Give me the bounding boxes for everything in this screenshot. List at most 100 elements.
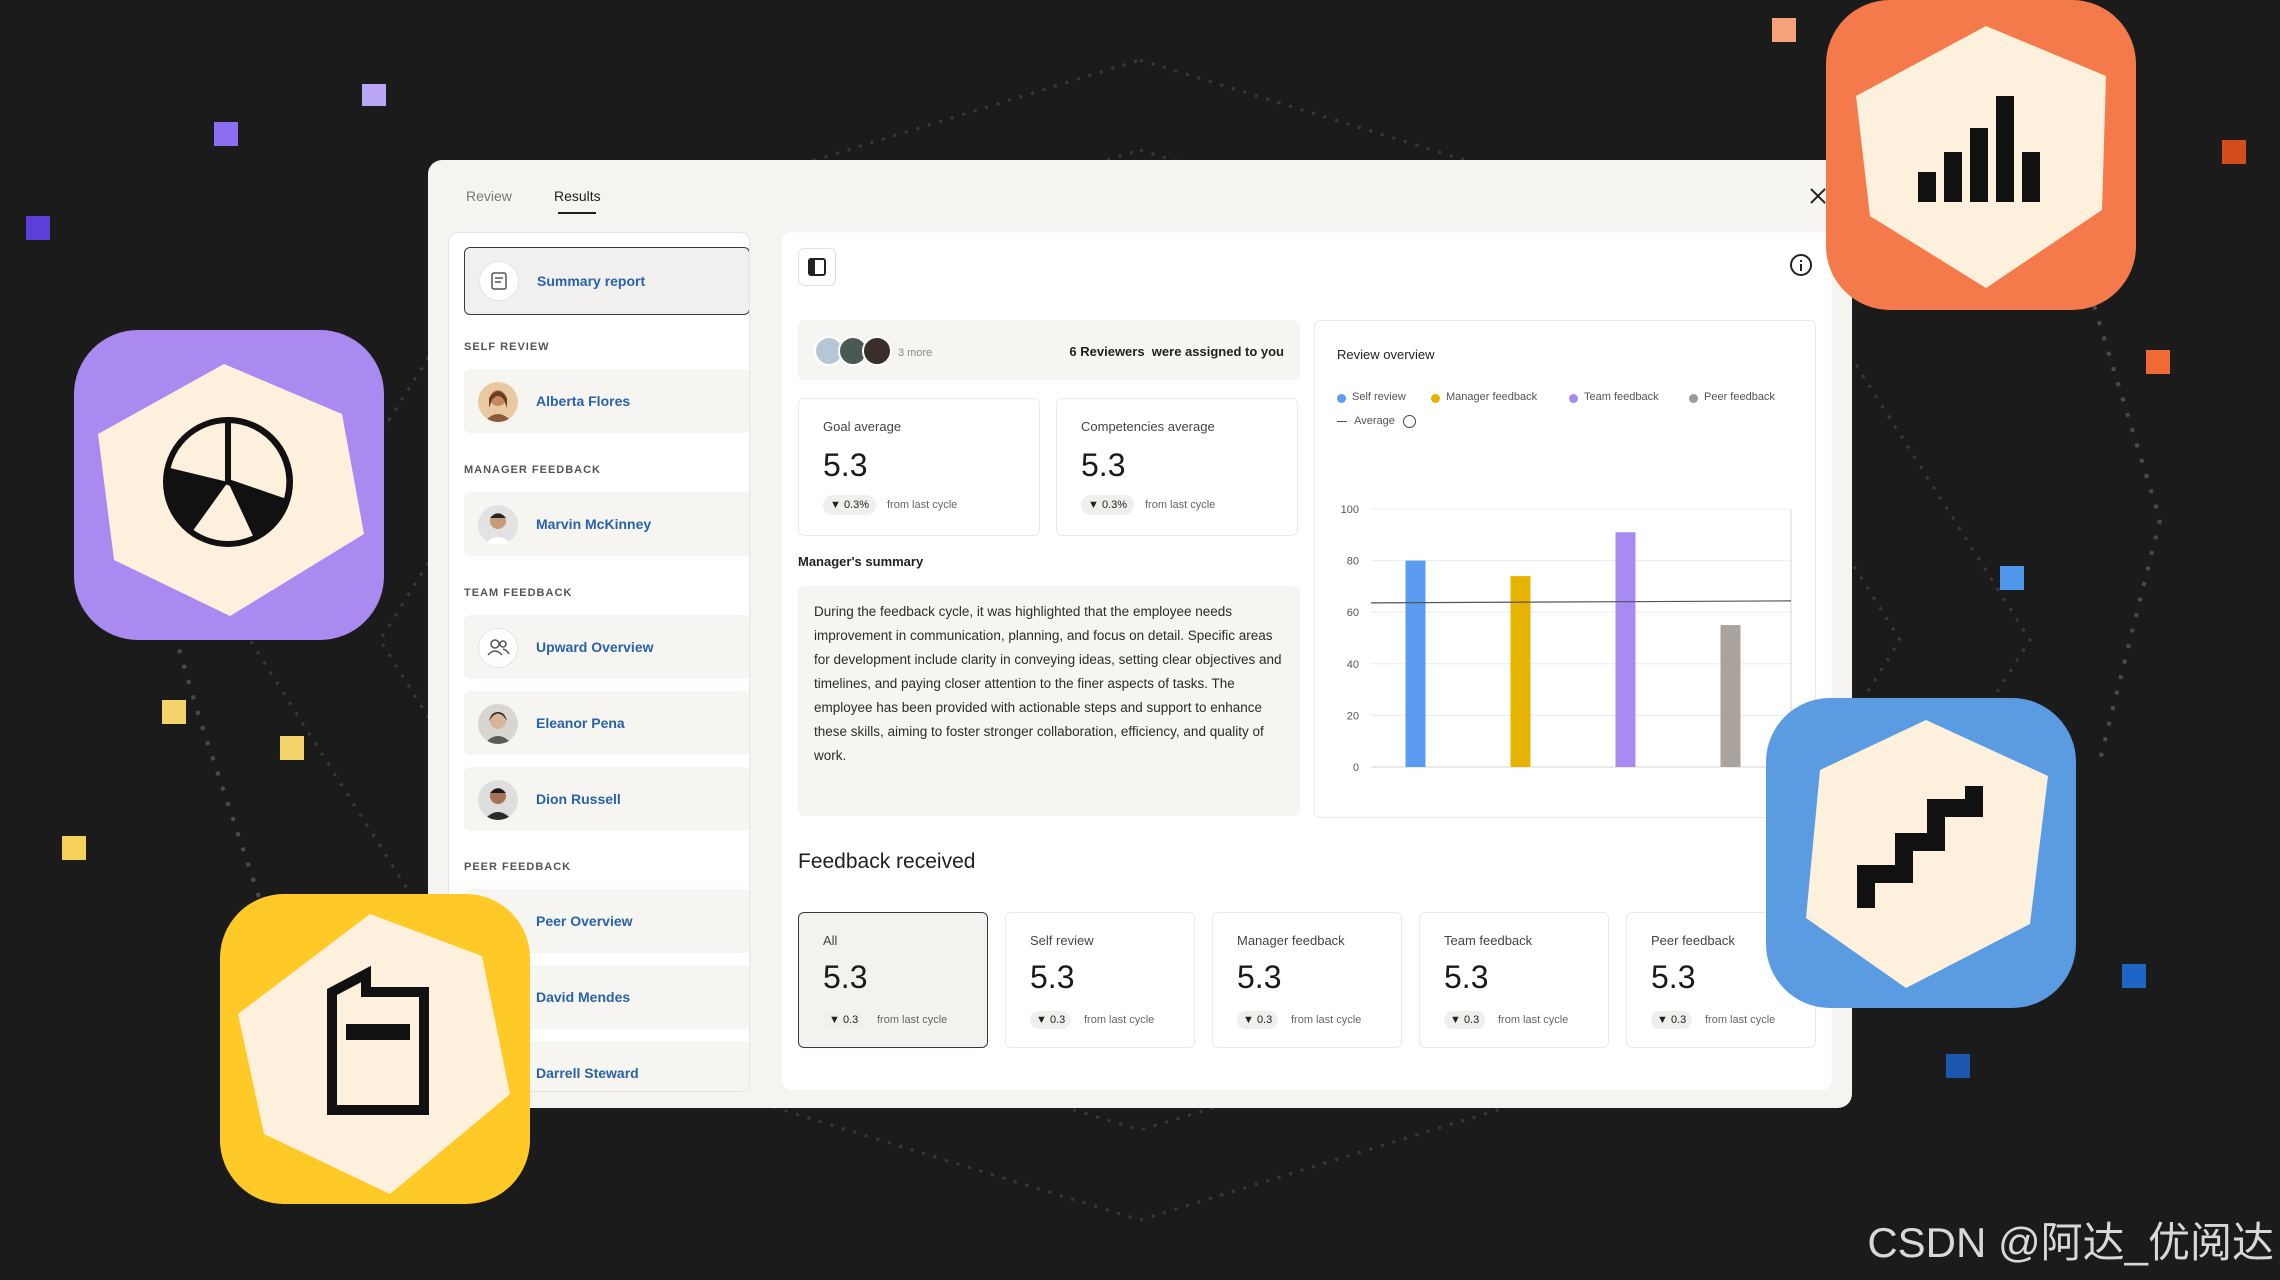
sidebar-item-label: Marvin McKinney	[536, 516, 652, 532]
legend-average: Average	[1337, 415, 1416, 428]
decor-square	[2122, 964, 2146, 988]
stairs-app-icon	[1766, 698, 2076, 1008]
decor-square	[280, 736, 304, 760]
document-icon	[238, 914, 510, 1194]
legend-team-feedback: Team feedback	[1569, 391, 1659, 403]
sidebar: Summary report SELF REVIEW Alberta Flore…	[448, 232, 750, 1092]
feedback-value: 5.3	[1444, 959, 1489, 995]
stat-value: 5.3	[823, 447, 868, 483]
legend-self-review: Self review	[1337, 391, 1406, 403]
avatar	[478, 382, 518, 422]
sidebar-item-label: Eleanor Pena	[536, 715, 625, 731]
legend-manager-feedback: Manager feedback	[1431, 391, 1537, 403]
y-tick-label: 40	[1347, 659, 1359, 671]
sidebar-item-summary-report[interactable]: Summary report	[464, 247, 749, 315]
sidebar-item-label: Dion Russell	[536, 791, 621, 807]
change-badge: ▼ 0.3	[1444, 1011, 1486, 1029]
sidebar-item-dion-russell[interactable]: Dion Russell	[464, 767, 749, 831]
change-note: from last cycle	[1498, 1014, 1569, 1026]
avatar	[478, 704, 518, 744]
bar-chart-icon	[1856, 26, 2106, 288]
stairs-icon	[1806, 720, 2048, 988]
watermark: CSDN @阿达_优阅达	[1867, 1219, 2274, 1266]
sidebar-item-label: Peer Overview	[536, 913, 633, 929]
sidebar-item-label: Summary report	[537, 273, 646, 289]
feedback-label: Manager feedback	[1237, 933, 1345, 948]
stat-title: Competencies average	[1081, 419, 1215, 434]
y-tick-label: 60	[1347, 607, 1359, 619]
decor-square	[2146, 350, 2170, 374]
feedback-label: All	[823, 933, 838, 948]
change-note: from last cycle	[887, 499, 958, 511]
feedback-label: Self review	[1030, 933, 1094, 948]
decor-square	[2000, 566, 2024, 590]
reviewers-bar: 3 more 6 Reviewers were assigned to you	[798, 320, 1300, 380]
feedback-value: 5.3	[1030, 959, 1075, 995]
bar-self-review	[1405, 560, 1426, 767]
document-app-icon	[220, 894, 530, 1204]
sidebar-item-marvin-mckinney[interactable]: Marvin McKinney	[464, 492, 749, 556]
decor-square	[162, 700, 186, 724]
sidebar-item-label: David Mendes	[536, 989, 631, 1005]
feedback-card-all[interactable]: All 5.3 ▼ 0.3 from last cycle	[798, 912, 988, 1048]
tab-review[interactable]: Review	[466, 188, 512, 204]
feedback-received-title: Feedback received	[798, 850, 976, 873]
review-overview-chart: Review overview Self review Manager feed…	[1314, 320, 1816, 818]
feedback-card-self-review[interactable]: Self review 5.3 ▼ 0.3 from last cycle	[1005, 912, 1195, 1048]
bar-manager-feedback	[1510, 576, 1531, 767]
feedback-value: 5.3	[1237, 959, 1282, 995]
decor-square	[362, 84, 386, 106]
pie-chart-icon	[98, 364, 364, 616]
sidebar-item-label: Darrell Steward	[536, 1065, 639, 1081]
legend-peer-feedback: Peer feedback	[1689, 391, 1775, 403]
report-icon	[479, 261, 519, 301]
more-reviewers: 3 more	[898, 347, 933, 359]
feedback-value: 5.3	[1651, 959, 1696, 995]
bar-peer-feedback	[1720, 625, 1741, 767]
decor-square	[62, 836, 86, 860]
decor-square	[26, 216, 50, 240]
feedback-label: Team feedback	[1444, 933, 1533, 948]
change-note: from last cycle	[1291, 1014, 1362, 1026]
sidebar-item-upward-overview[interactable]: Upward Overview	[464, 615, 749, 679]
section-heading-peer-feedback: PEER FEEDBACK	[464, 861, 572, 873]
tab-results[interactable]: Results	[554, 188, 601, 204]
bar-chart-plot: 0 20 40 60 80 100	[1341, 504, 1792, 774]
decor-square	[1946, 1054, 1970, 1078]
manager-summary-title: Manager's summary	[798, 554, 924, 569]
feedback-label: Peer feedback	[1651, 933, 1735, 948]
sidebar-item-alberta-flores[interactable]: Alberta Flores	[464, 369, 749, 433]
bar-chart-app-icon	[1826, 0, 2136, 310]
change-badge: ▼ 0.3	[1030, 1011, 1072, 1029]
sidebar-toggle-icon[interactable]	[798, 248, 836, 286]
info-icon[interactable]	[1790, 254, 1812, 276]
chart-title: Review overview	[1337, 347, 1435, 362]
goal-average-card: Goal average 5.3 ▼ 0.3% from last cycle	[798, 398, 1040, 536]
change-badge: ▼ 0.3	[1237, 1011, 1279, 1029]
average-line	[1370, 600, 1792, 604]
feedback-card-manager-feedback[interactable]: Manager feedback 5.3 ▼ 0.3 from last cyc…	[1212, 912, 1402, 1048]
competencies-average-card: Competencies average 5.3 ▼ 0.3% from las…	[1056, 398, 1298, 536]
stat-title: Goal average	[823, 419, 902, 434]
feedback-card-team-feedback[interactable]: Team feedback 5.3 ▼ 0.3 from last cycle	[1419, 912, 1609, 1048]
feedback-value: 5.3	[823, 959, 868, 995]
info-icon	[1402, 415, 1416, 428]
y-tick-label: 0	[1353, 762, 1359, 774]
pie-chart-app-icon	[74, 330, 384, 640]
stat-value: 5.3	[1081, 447, 1126, 483]
change-badge: ▼ 0.3%	[823, 495, 877, 515]
main-panel: 3 more 6 Reviewers were assigned to you …	[782, 232, 1832, 1090]
decor-square	[1772, 18, 1796, 42]
sidebar-item-eleanor-pena[interactable]: Eleanor Pena	[464, 691, 749, 755]
manager-summary-box: During the feedback cycle, it was highli…	[798, 586, 1300, 816]
y-tick-label: 100	[1341, 504, 1359, 516]
change-note: from last cycle	[1084, 1014, 1155, 1026]
change-note: from last cycle	[877, 1014, 948, 1026]
people-icon	[478, 628, 518, 668]
avatar	[478, 505, 518, 545]
sidebar-item-label: Upward Overview	[536, 639, 654, 655]
change-badge: ▼ 0.3%	[1081, 495, 1135, 515]
decor-square	[214, 122, 238, 146]
bar-team-feedback	[1615, 532, 1636, 767]
change-badge: ▼ 0.3	[823, 1011, 865, 1029]
